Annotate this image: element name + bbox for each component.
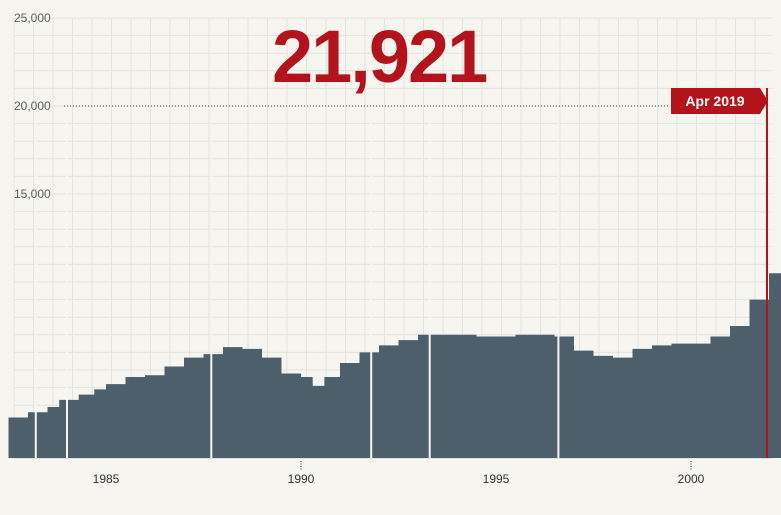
- x-axis-ticks: 1985199019952000200520102015: [93, 461, 781, 486]
- x-tick-label: 1995: [483, 472, 510, 486]
- x-tick-label: 1985: [93, 472, 120, 486]
- headline-value: 21,921: [272, 20, 486, 94]
- x-tick-label: 2000: [678, 472, 705, 486]
- y-tick-label: 25,000: [14, 11, 51, 25]
- area-series: [9, 60, 781, 458]
- y-axis-ticks: 25,000 20,000 15,000: [14, 11, 51, 201]
- y-tick-label: 15,000: [14, 187, 51, 201]
- area-layer: [9, 60, 781, 458]
- y-tick-label: 20,000: [14, 99, 51, 113]
- x-tick-label: 1990: [288, 472, 315, 486]
- annotation-label: Apr 2019: [685, 93, 744, 109]
